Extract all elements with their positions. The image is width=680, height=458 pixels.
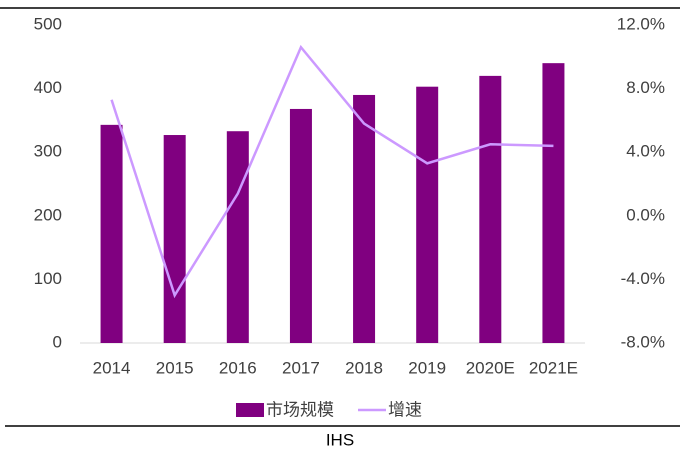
legend-label: 增速	[388, 400, 422, 419]
y-tick-label: 100	[34, 269, 62, 288]
x-tick-label: 2018	[345, 358, 383, 377]
source: IHS	[326, 430, 354, 449]
bar	[479, 75, 502, 343]
y2-tick-label: 4.0%	[626, 142, 665, 161]
y2-tick-label: 12.0%	[617, 14, 665, 33]
y2-tick-label: -4.0%	[621, 269, 665, 288]
y-tick-label: 0	[53, 332, 62, 351]
y-tick-label: 200	[34, 205, 62, 224]
y-tick-label: 300	[34, 142, 62, 161]
line	[110, 44, 554, 299]
bar	[353, 94, 376, 344]
x-tick-label: 2020E	[466, 358, 515, 377]
y2-tick-label: 8.0%	[626, 78, 665, 97]
y2-tick-label: 0.0%	[626, 205, 665, 224]
x-tick-label: 2017	[282, 358, 320, 377]
bar	[542, 63, 565, 343]
y2-tick-label: -8.0%	[621, 332, 665, 351]
bar	[163, 135, 186, 343]
legend-label: 市场规模	[266, 400, 334, 419]
x-tick-label: 2015	[156, 358, 194, 377]
x-tick-label: 2021E	[529, 358, 578, 377]
bar	[416, 86, 439, 343]
bar	[100, 124, 123, 344]
legend-swatch	[236, 403, 264, 417]
y-tick-label: 500	[34, 14, 62, 33]
x-tick-label: 2019	[408, 358, 446, 377]
bar	[289, 108, 312, 344]
x-tick-label: 2014	[93, 358, 131, 377]
x-tick-label: 2016	[219, 358, 257, 377]
bar	[226, 131, 249, 343]
y-tick-label: 400	[34, 78, 62, 97]
